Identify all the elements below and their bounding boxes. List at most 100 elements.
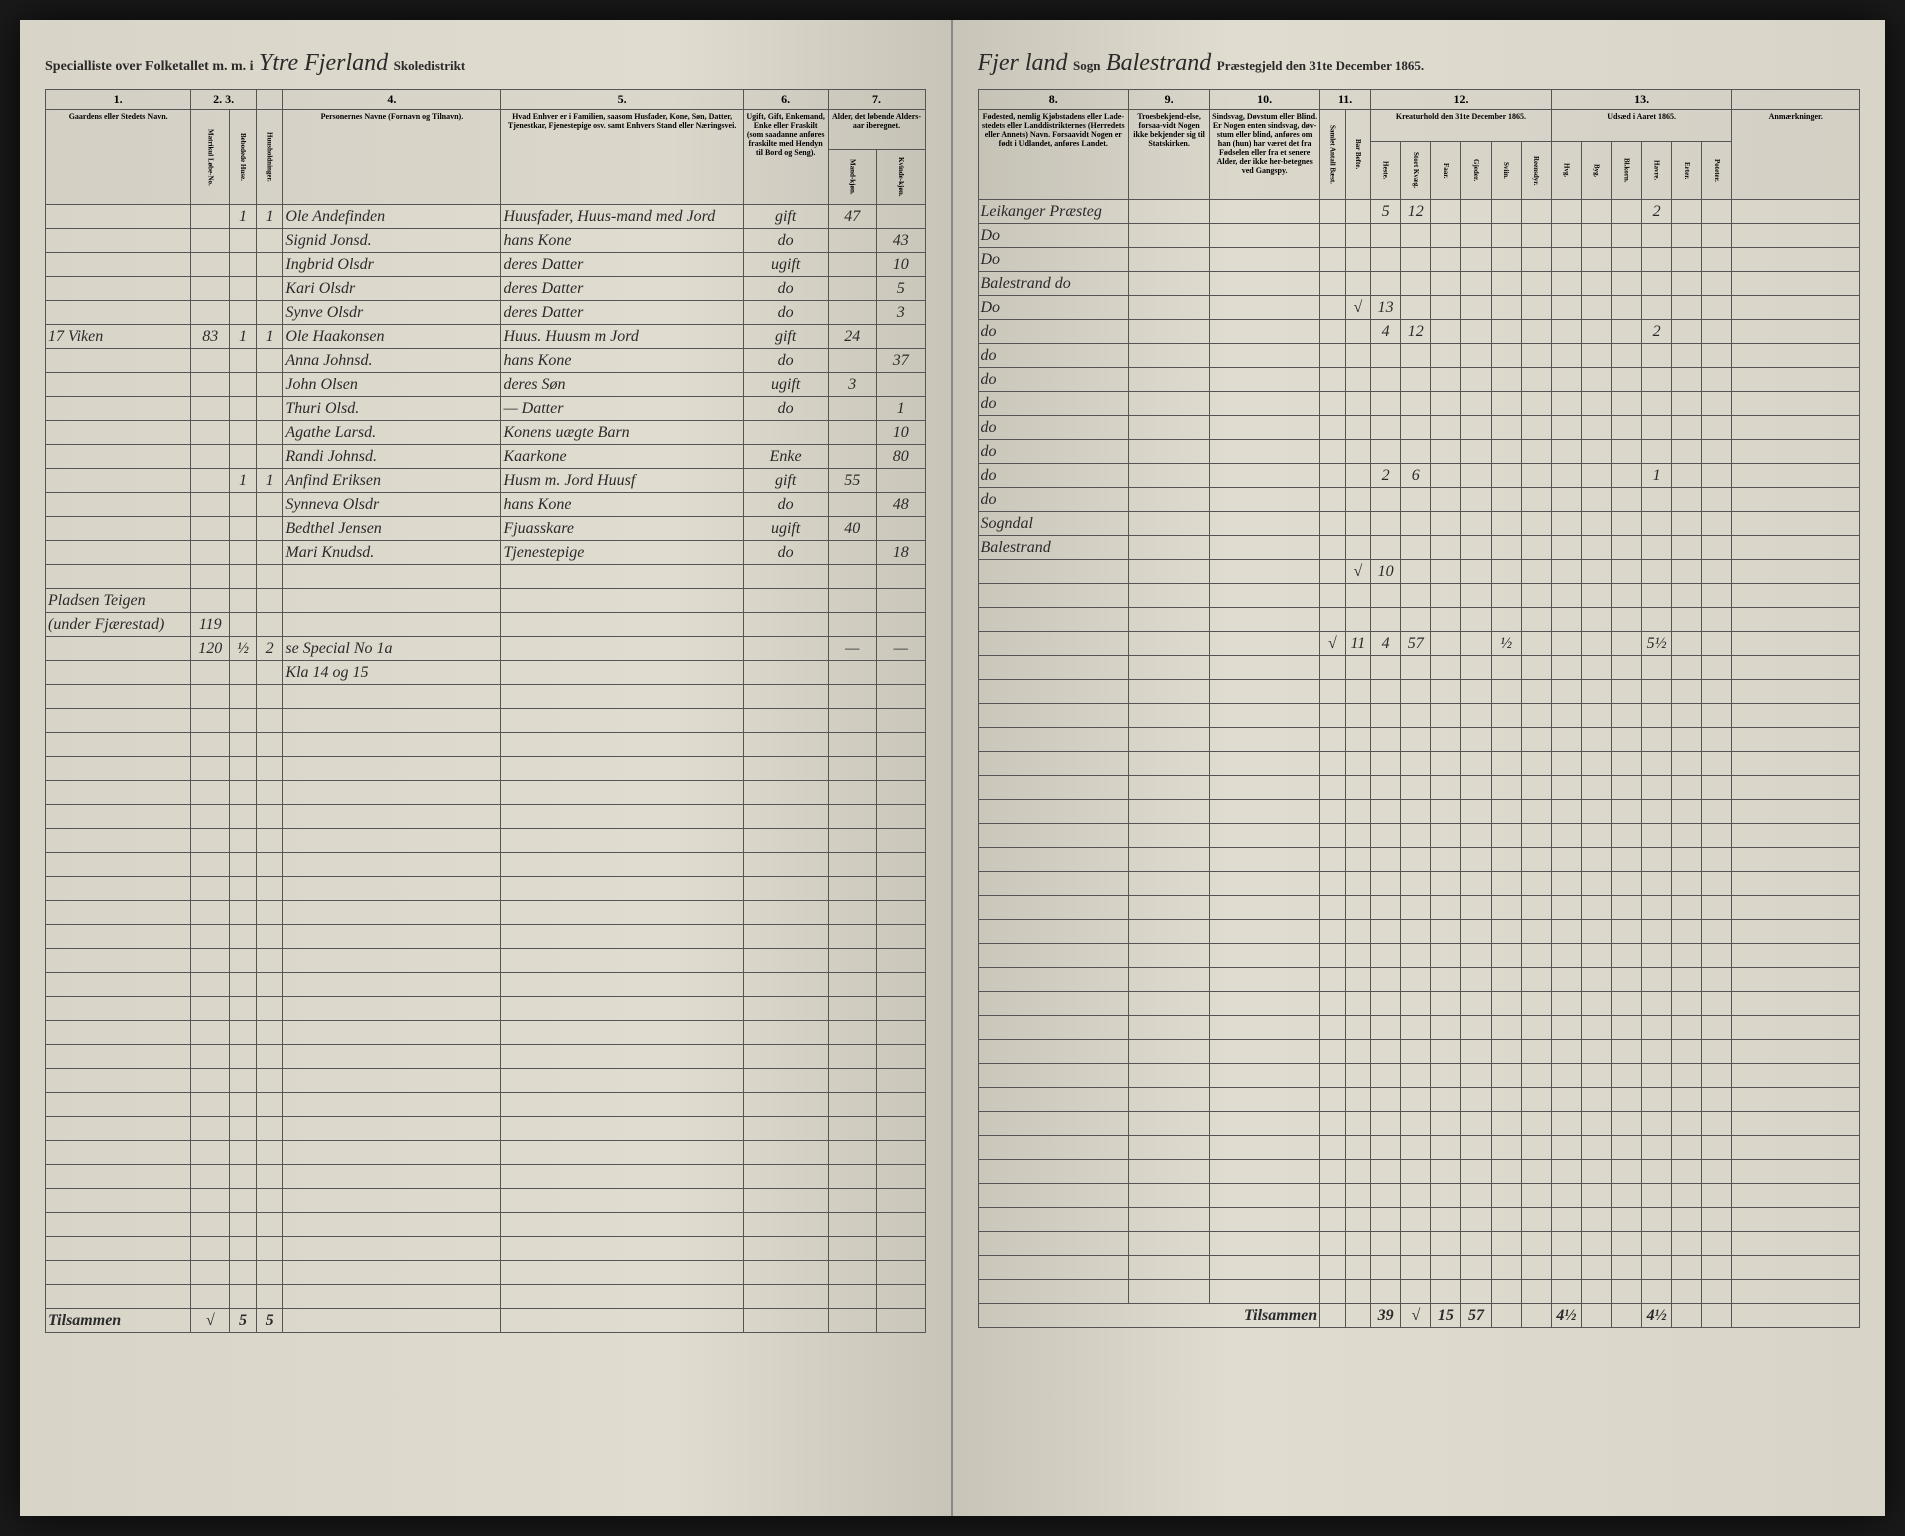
cell-hush: 1 <box>256 205 283 229</box>
table-row-empty <box>978 1112 1860 1136</box>
cell-place <box>46 253 191 277</box>
cell-age-m: 3 <box>828 373 876 397</box>
cell-hush <box>256 541 283 565</box>
cell-livestock <box>1521 512 1551 536</box>
cell-crop <box>1612 320 1642 344</box>
cell-crop <box>1581 296 1611 320</box>
cell-faith <box>1129 608 1210 632</box>
cell-cond <box>1210 392 1320 416</box>
cell-birthplace <box>978 584 1129 608</box>
cell-livestock <box>1461 368 1491 392</box>
cell-age-m <box>828 349 876 373</box>
cell-livestock <box>1521 608 1551 632</box>
cell-cond <box>1210 272 1320 296</box>
cell-faith <box>1129 488 1210 512</box>
table-row-empty <box>46 829 926 853</box>
cell-livestock <box>1431 512 1461 536</box>
cell-age-f <box>876 325 925 349</box>
h13a: Hvg. <box>1551 141 1581 199</box>
cell-crop <box>1612 368 1642 392</box>
h13e: Erter. <box>1672 141 1702 199</box>
table-row-empty <box>978 944 1860 968</box>
cell-crop <box>1551 632 1581 656</box>
table-row: Do√13 <box>978 296 1860 320</box>
cell-hush <box>256 661 283 685</box>
cell-status: do <box>743 277 828 301</box>
cell-crop <box>1551 392 1581 416</box>
cell-livestock <box>1491 344 1521 368</box>
cell-faith <box>1129 512 1210 536</box>
cell-birthplace: Balestrand do <box>978 272 1129 296</box>
cell-role <box>501 613 743 637</box>
h13b: Byg. <box>1581 141 1611 199</box>
cell-huse <box>230 373 257 397</box>
footer-v3: √ <box>191 1309 230 1333</box>
cell-status: do <box>743 229 828 253</box>
cell-crop <box>1581 656 1611 680</box>
cell-role: Fjuasskare <box>501 517 743 541</box>
cell-crop <box>1612 200 1642 224</box>
cell-livestock <box>1431 608 1461 632</box>
table-row-empty <box>46 853 926 877</box>
cell-notes <box>1732 224 1860 248</box>
table-row-empty <box>978 1016 1860 1040</box>
cell-livestock <box>1521 656 1551 680</box>
table-row-empty <box>46 949 926 973</box>
cell-birthplace: Leikanger Præsteg <box>978 200 1129 224</box>
cell-crop <box>1642 512 1672 536</box>
h12b: Stort Kvæg. <box>1401 141 1431 199</box>
cell-age-f: 43 <box>876 229 925 253</box>
footer-v3b: 5 <box>230 1309 257 1333</box>
table-row: 17 Viken8311Ole HaakonsenHuus. Huusm m J… <box>46 325 926 349</box>
table-row-empty <box>46 1093 926 1117</box>
table-row: Sogndal <box>978 512 1860 536</box>
cell-birthplace: do <box>978 392 1129 416</box>
table-row: do <box>978 368 1860 392</box>
cell-huse <box>230 253 257 277</box>
table-row-empty <box>978 1064 1860 1088</box>
cell-place <box>46 373 191 397</box>
cell-crop <box>1551 464 1581 488</box>
table-row: do261 <box>978 464 1860 488</box>
footer-v3c: 5 <box>256 1309 283 1333</box>
cell-role: hans Kone <box>501 493 743 517</box>
table-row-empty <box>46 757 926 781</box>
table-row: Synve Olsdrderes Datterdo3 <box>46 301 926 325</box>
cell-livestock: 12 <box>1401 200 1431 224</box>
table-row-empty <box>46 877 926 901</box>
table-row-empty <box>46 1069 926 1093</box>
cell-faith <box>1129 320 1210 344</box>
cell-huse: ½ <box>230 637 257 661</box>
left-ledger-table: 1. 2. 3. 4. 5. 6. 7. Gaardens eller Sted… <box>45 89 926 1333</box>
cell-notes <box>1732 320 1860 344</box>
cell-crop <box>1581 560 1611 584</box>
cell-age-m <box>828 253 876 277</box>
cell-livestock <box>1431 200 1461 224</box>
cell-role: Huus. Huusm m Jord <box>501 325 743 349</box>
cell-livestock <box>1401 608 1431 632</box>
cell-cond <box>1210 656 1320 680</box>
table-row: √11457½5½ <box>978 632 1860 656</box>
cell-livestock <box>1491 512 1521 536</box>
cell-crop <box>1551 296 1581 320</box>
cell-crop <box>1612 248 1642 272</box>
cell-livestock: 57 <box>1401 632 1431 656</box>
cell-livestock <box>1401 272 1431 296</box>
h10: Sindsvag, Døvstum eller Blind. Er Nogen … <box>1210 110 1320 200</box>
cell-matrikul <box>191 469 230 493</box>
cell-huse <box>230 421 257 445</box>
h8: Fødested, nemlig Kjøbstadens eller Lade-… <box>978 110 1129 200</box>
cell-livestock <box>1371 440 1401 464</box>
cell-livestock <box>1401 440 1431 464</box>
col-8: 8. <box>978 90 1129 110</box>
cell-crop <box>1612 296 1642 320</box>
cell-livestock <box>1521 320 1551 344</box>
cell-livestock <box>1431 632 1461 656</box>
cell-status <box>743 637 828 661</box>
cell-age-f <box>876 205 925 229</box>
cell-matrikul: 120 <box>191 637 230 661</box>
cell-faith <box>1129 584 1210 608</box>
cell-notes <box>1732 560 1860 584</box>
h7b: Kvinde-kjøn. <box>876 150 925 205</box>
cell-livestock <box>1431 488 1461 512</box>
